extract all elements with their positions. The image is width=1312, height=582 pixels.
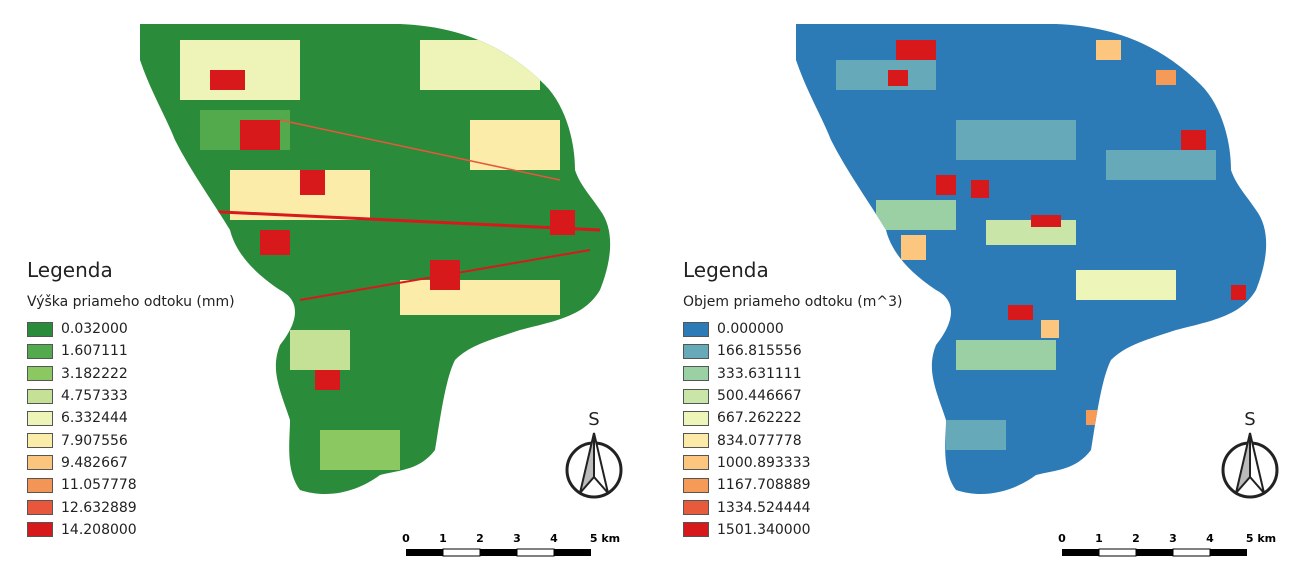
legend-label: 333.631111 — [717, 365, 802, 382]
scale-tick-3: 3 — [1169, 532, 1177, 545]
legend-swatch — [27, 500, 53, 516]
legend-label: 1000.893333 — [717, 454, 811, 471]
legend-label: 1501.340000 — [717, 521, 811, 538]
legend-item: 0.000000 — [683, 318, 902, 340]
legend-label: 1.607111 — [61, 343, 128, 360]
legend-label: 4.757333 — [61, 388, 128, 405]
legend-swatch — [683, 433, 709, 449]
legend-swatch — [683, 500, 709, 516]
legend-item: 6.332444 — [27, 407, 235, 429]
legend-label: 12.632889 — [61, 499, 137, 516]
map-canvas — [140, 24, 611, 495]
scale-tick-2: 2 — [1132, 532, 1140, 545]
legend-label: 0.032000 — [61, 321, 128, 338]
legend-label: 0.000000 — [717, 321, 784, 338]
legend-swatch — [27, 366, 53, 382]
legend-label: 1167.708889 — [717, 477, 811, 494]
north-arrow-label: S — [1244, 409, 1255, 430]
north-arrow-label: S — [588, 409, 599, 430]
legend-item: 12.632889 — [27, 496, 235, 518]
map-panel-runoff-volume: Legenda Objem priameho odtoku (m^3) 0.00… — [656, 0, 1312, 582]
legend-item: 166.815556 — [683, 340, 902, 362]
legend-swatch — [27, 455, 53, 471]
legend-swatch — [683, 410, 709, 426]
legend-swatch — [683, 343, 709, 359]
legend-item: 1.607111 — [27, 340, 235, 362]
legend-label: 3.182222 — [61, 365, 128, 382]
legend-item: 9.482667 — [27, 452, 235, 474]
legend-item: 1501.340000 — [683, 519, 902, 541]
map-panel-runoff-height: Legenda Výška priameho odtoku (mm) 0.032… — [27, 24, 623, 557]
legend-item: 1334.524444 — [683, 496, 902, 518]
legend-subtitle: Výška priameho odtoku (mm) — [27, 294, 235, 310]
legend-item: 0.032000 — [27, 318, 235, 340]
legend-label: 11.057778 — [61, 477, 137, 494]
legend-swatch — [683, 477, 709, 493]
scale-tick-2: 2 — [476, 532, 484, 545]
legend-item: 500.446667 — [683, 385, 902, 407]
legend-title: Legenda — [683, 258, 769, 282]
legend-swatch — [27, 343, 53, 359]
legend-item: 11.057778 — [27, 474, 235, 496]
map-canvas — [796, 24, 1267, 495]
legend-swatch — [683, 321, 709, 337]
scale-tick-5: 5 km — [1246, 532, 1276, 545]
legend-title: Legenda — [27, 258, 113, 282]
legend-swatch — [683, 522, 709, 538]
scale-tick-3: 3 — [513, 532, 521, 545]
scale-tick-0: 0 — [1058, 532, 1066, 545]
legend-item: 3.182222 — [27, 363, 235, 385]
legend-swatch — [27, 410, 53, 426]
scale-tick-5: 5 km — [590, 532, 620, 545]
legend-item: 834.077778 — [683, 429, 902, 451]
legend-item: 333.631111 — [683, 363, 902, 385]
legend-swatch — [683, 455, 709, 471]
legend-item: 1167.708889 — [683, 474, 902, 496]
legend-label: 667.262222 — [717, 410, 802, 427]
legend-subtitle: Objem priameho odtoku (m^3) — [683, 294, 903, 310]
legend-swatch — [27, 321, 53, 337]
legend-item: 1000.893333 — [683, 452, 902, 474]
legend-label: 14.208000 — [61, 521, 137, 538]
scale-tick-0: 0 — [402, 532, 410, 545]
legend-swatch — [27, 388, 53, 404]
legend-label: 500.446667 — [717, 388, 802, 405]
legend-item: 14.208000 — [27, 519, 235, 541]
legend-swatch — [683, 388, 709, 404]
legend-label: 1334.524444 — [717, 499, 811, 516]
legend-item: 4.757333 — [27, 385, 235, 407]
legend-items: 0.032000 1.607111 3.182222 4.757333 6.332444… — [27, 318, 235, 541]
legend-label: 834.077778 — [717, 432, 802, 449]
scale-tick-1: 1 — [1095, 532, 1103, 545]
legend-label: 166.815556 — [717, 343, 802, 360]
legend-label: 9.482667 — [61, 454, 128, 471]
legend-item: 667.262222 — [683, 407, 902, 429]
legend-swatch — [27, 433, 53, 449]
scale-bar: 0 1 2 3 4 5 km — [402, 532, 620, 557]
scale-tick-4: 4 — [1206, 532, 1214, 545]
legend: Legenda Objem priameho odtoku (m^3) 0.00… — [683, 258, 902, 541]
north-arrow-icon: S — [565, 409, 623, 499]
scale-bar: 0 1 2 3 4 5 km — [1058, 532, 1276, 557]
legend-label: 6.332444 — [61, 410, 128, 427]
legend-swatch — [683, 366, 709, 382]
legend-item: 7.907556 — [27, 429, 235, 451]
scale-tick-4: 4 — [550, 532, 558, 545]
legend: Legenda Výška priameho odtoku (mm) 0.032… — [27, 258, 235, 541]
legend-label: 7.907556 — [61, 432, 128, 449]
legend-swatch — [27, 477, 53, 493]
scale-tick-1: 1 — [439, 532, 447, 545]
north-arrow-icon: S — [1221, 409, 1279, 499]
legend-items: 0.000000 166.815556 333.631111 500.446667 66… — [683, 318, 902, 541]
legend-swatch — [27, 522, 53, 538]
